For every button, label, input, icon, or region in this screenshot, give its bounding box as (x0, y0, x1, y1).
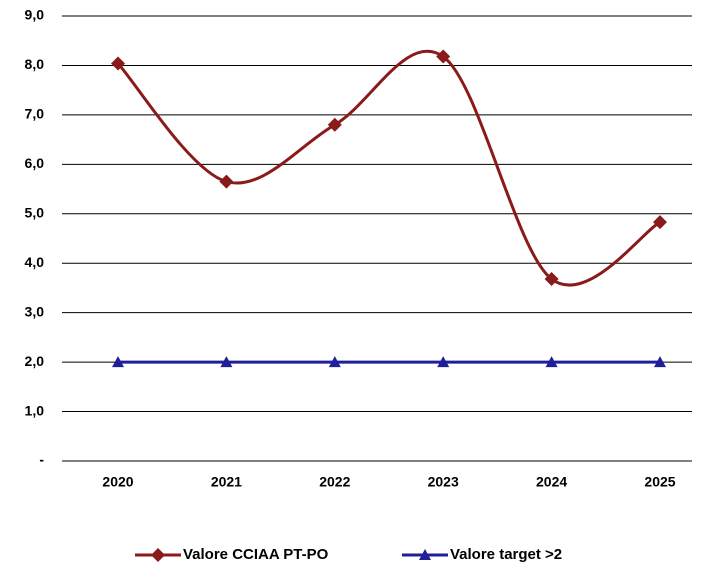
y-tick-label: 6,0 (25, 155, 45, 171)
marker (544, 272, 559, 287)
y-tick-label: 5,0 (25, 204, 45, 220)
series-line (116, 49, 661, 287)
y-tick-label: 4,0 (25, 254, 45, 270)
legend-marker (419, 549, 431, 560)
x-tick-label: 2021 (211, 474, 242, 490)
marker (436, 49, 451, 64)
marker (545, 356, 558, 368)
x-tick-label: 2020 (102, 474, 133, 490)
marker (219, 174, 234, 189)
y-tick-label: 1,0 (25, 402, 45, 418)
marker (327, 117, 342, 132)
marker (112, 356, 124, 368)
marker (220, 356, 233, 368)
x-tick-label: 2024 (536, 474, 567, 490)
legend-marker (151, 548, 165, 562)
x-tick-label: 2023 (428, 474, 459, 490)
y-tick-label: 3,0 (25, 303, 45, 319)
y-tick-label: - (39, 452, 44, 468)
legend-label: Valore target >2 (450, 546, 562, 563)
x-tick-label: 2022 (319, 474, 350, 490)
y-tick-label: 9,0 (25, 7, 45, 23)
marker (328, 356, 341, 368)
x-tick-label: 2025 (644, 474, 675, 490)
marker (111, 56, 125, 71)
marker (653, 215, 667, 230)
y-tick-label: 7,0 (25, 106, 45, 122)
legend-label: Valore CCIAA PT-PO (183, 546, 329, 563)
y-tick-label: 2,0 (25, 353, 45, 369)
marker (654, 356, 666, 368)
y-tick-label: 8,0 (25, 56, 45, 72)
marker (437, 356, 450, 368)
